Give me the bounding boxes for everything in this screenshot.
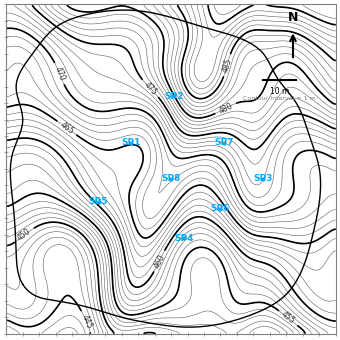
Text: 10 m: 10 m: [270, 87, 289, 96]
Text: Contour Interval = 1 m: Contour Interval = 1 m: [243, 97, 316, 101]
Text: SP6: SP6: [211, 204, 230, 213]
Text: SP7: SP7: [214, 138, 234, 147]
Text: SP8: SP8: [162, 174, 181, 183]
Text: SP3: SP3: [254, 174, 273, 183]
Text: 470: 470: [52, 65, 66, 82]
Text: SP4: SP4: [174, 234, 194, 243]
Text: 450: 450: [16, 227, 33, 243]
Text: N: N: [288, 11, 298, 24]
Text: SP5: SP5: [89, 198, 108, 206]
Text: 465: 465: [58, 120, 75, 136]
Text: 475: 475: [142, 80, 159, 97]
Text: 445: 445: [79, 313, 94, 330]
Text: 480: 480: [217, 101, 234, 116]
Text: SP2: SP2: [165, 92, 184, 101]
Text: 460: 460: [152, 253, 167, 270]
Text: SP1: SP1: [122, 138, 141, 147]
Text: 455: 455: [279, 310, 297, 326]
Text: 485: 485: [221, 57, 234, 73]
